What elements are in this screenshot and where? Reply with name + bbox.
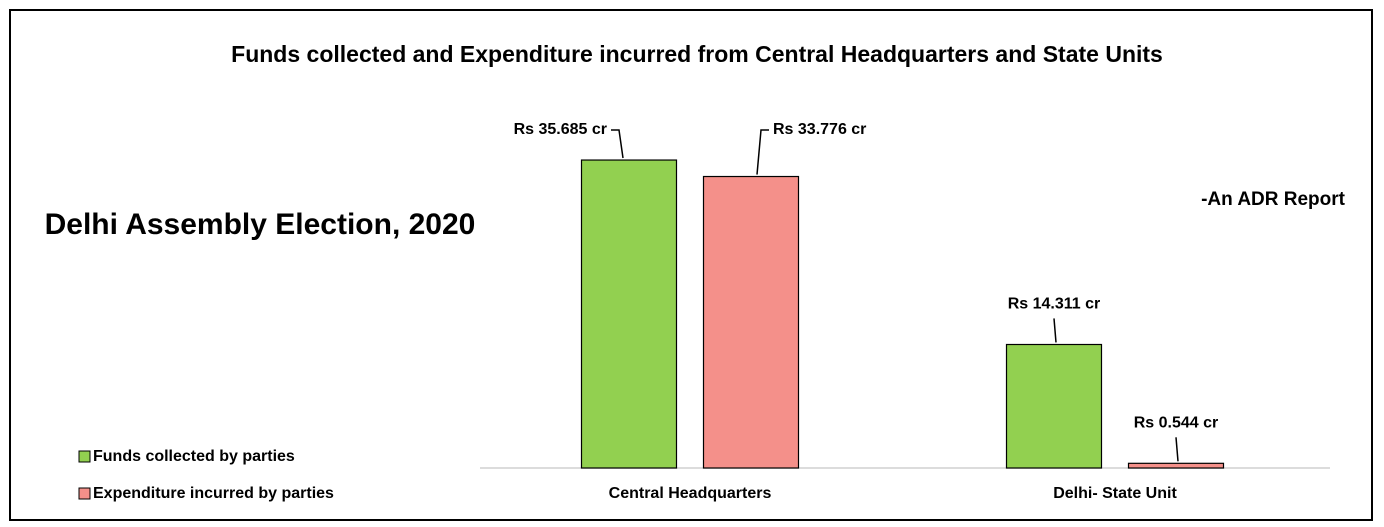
bar [702,175,800,469]
leader-line [1175,437,1179,462]
data-label: Rs 33.776 cr [773,121,866,138]
data-label: Rs 0.544 cr [1134,415,1219,432]
data-label: Rs 14.311 cr [1008,296,1101,313]
x-tick-label: Central Headquarters [609,485,772,502]
chart-frame [9,9,1373,521]
leader-line [756,129,769,175]
leader-line [1053,318,1057,343]
legend-label: Expenditure incurred by parties [93,485,334,502]
legend-label: Funds collected by parties [93,448,295,465]
bar [1127,462,1225,469]
leader-line [611,129,624,159]
chart-title: Funds collected and Expenditure incurred… [231,41,1163,67]
annotation: Delhi Assembly Election, 2020 [44,208,476,241]
legend-swatch [78,450,91,463]
annotation: -An ADR Report [1201,189,1346,210]
x-tick-label: Delhi- State Unit [1053,485,1177,502]
bar [1005,343,1103,469]
data-label: Rs 35.685 cr [514,121,607,138]
legend-swatch [78,487,91,500]
bar [580,159,678,469]
